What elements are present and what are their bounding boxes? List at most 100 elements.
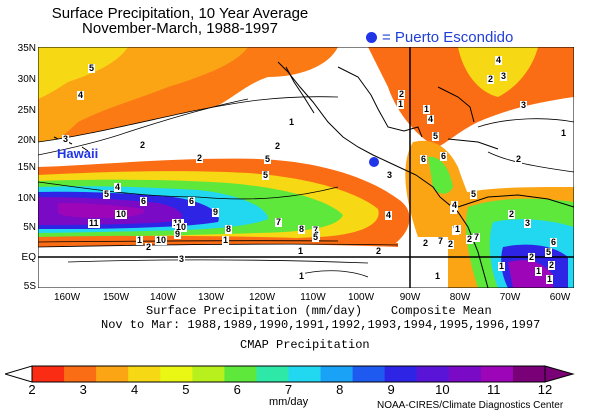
lon-label: 120W bbox=[248, 292, 276, 303]
caption-line2: Nov to Mar: 1988,1989,1990,1991,1992,199… bbox=[101, 318, 541, 332]
contour-value-label: 10 bbox=[155, 235, 168, 245]
contour-line bbox=[477, 118, 574, 128]
contour-value-label: 2 bbox=[447, 239, 455, 249]
colorbar-tick-label: 4 bbox=[130, 382, 139, 397]
contour-value-label: 4 bbox=[114, 182, 122, 192]
contour-value-label: 7 bbox=[437, 236, 445, 246]
coastline-mexico bbox=[277, 61, 441, 198]
colorbar-tick-label: 2 bbox=[28, 382, 36, 397]
contour-value-label: 2 bbox=[548, 260, 556, 270]
lat-label: 5N bbox=[23, 222, 36, 233]
caption-line1: Surface Precipitation (mm/day) Composite… bbox=[146, 304, 492, 318]
caption-line3: CMAP Precipitation bbox=[240, 338, 370, 352]
lon-label: 90W bbox=[399, 292, 421, 303]
contour-value-label: 3 bbox=[500, 71, 508, 81]
colorbar-tick-label: 3 bbox=[79, 382, 87, 397]
contour-value-label: 9 bbox=[212, 207, 220, 217]
contour-value-label: 4 bbox=[385, 210, 393, 220]
colorbar-swatch bbox=[320, 366, 354, 382]
contour-value-label: 1 bbox=[288, 117, 296, 127]
contour-value-label: 9 bbox=[174, 229, 182, 239]
colorbar-swatch bbox=[448, 366, 482, 382]
contour-value-label: 1 bbox=[535, 266, 543, 276]
contour-value-label: 3 bbox=[524, 218, 532, 228]
contour-value-label: 5 bbox=[103, 189, 111, 199]
dry-zone-caribbean bbox=[478, 118, 574, 172]
colorbar-swatch bbox=[480, 366, 514, 382]
colorbar-swatch bbox=[416, 366, 450, 382]
contour-value-label: 2 bbox=[487, 74, 495, 84]
contour-value-label: 1 bbox=[423, 104, 431, 114]
lat-label: 15N bbox=[17, 162, 36, 173]
hawaii-label: Hawaii bbox=[57, 146, 99, 161]
contour-value-label: 6 bbox=[188, 196, 196, 206]
contour-value-label: 5 bbox=[545, 247, 553, 257]
contour-value-label: 10 bbox=[175, 222, 188, 232]
colorbar-swatch bbox=[512, 366, 546, 382]
colorbar-units: mm/day bbox=[269, 396, 309, 408]
contour-value-label: 1 bbox=[546, 274, 554, 284]
contour-line bbox=[38, 181, 339, 200]
contour-value-label: 2 bbox=[196, 153, 204, 163]
coastline-south-america-north bbox=[457, 194, 574, 208]
contour-value-label: 2 bbox=[139, 140, 147, 150]
contour-value-label: 1 bbox=[136, 235, 144, 245]
contour-line bbox=[487, 151, 574, 173]
contour-value-label: 5 bbox=[264, 154, 272, 164]
precip-band-north-inner bbox=[38, 47, 248, 155]
lon-label: 110W bbox=[300, 292, 326, 303]
colorbar-frame bbox=[31, 365, 546, 383]
contour-value-label: 1 bbox=[434, 271, 442, 281]
coastline-florida bbox=[437, 86, 475, 123]
colorbar-swatch bbox=[128, 366, 161, 382]
contour-value-label: 1 bbox=[397, 99, 405, 109]
colorbar-tick-label: 11 bbox=[486, 382, 501, 397]
precip-central-america-inner bbox=[428, 156, 453, 194]
lat-label: 5S bbox=[23, 281, 36, 292]
colorbar-high-arrow bbox=[544, 365, 575, 383]
contour-value-label: 1 bbox=[298, 271, 306, 281]
contour-value-label: 3 bbox=[178, 254, 186, 264]
colorbar-swatch bbox=[160, 366, 193, 382]
lat-label: 25N bbox=[17, 105, 36, 116]
colorbar bbox=[5, 365, 575, 383]
colorbar-swatch bbox=[288, 366, 322, 382]
map-subtitle: November-March, 1988-1997 bbox=[82, 20, 278, 37]
contour-value-label: 3 bbox=[386, 170, 394, 180]
precip-atlantic-core bbox=[458, 47, 538, 97]
contour-value-label: 7 bbox=[275, 217, 283, 227]
colorbar-swatch bbox=[224, 366, 257, 382]
lat-label: 35N bbox=[17, 43, 36, 54]
dry-zone-equator bbox=[38, 244, 413, 288]
colorbar-swatch bbox=[352, 366, 386, 382]
lon-label: 130W bbox=[197, 292, 225, 303]
coastline-baja bbox=[285, 66, 315, 114]
contour-value-label: 1 bbox=[297, 246, 305, 256]
contour-value-label: 6 bbox=[550, 237, 558, 247]
contour-value-label: 2 bbox=[515, 154, 523, 164]
colorbar-tick-label: 8 bbox=[336, 382, 344, 397]
puerto-escondido-marker bbox=[369, 157, 379, 167]
colorbar-swatch bbox=[192, 366, 225, 382]
contour-value-label: 2 bbox=[508, 209, 516, 219]
contour-value-label: 6 bbox=[420, 154, 428, 164]
coastline-cuba bbox=[447, 138, 499, 150]
contour-line bbox=[67, 259, 369, 264]
colorbar-tick-label: 10 bbox=[435, 382, 450, 397]
contour-value-label: 8 bbox=[298, 224, 306, 234]
contour-value-label: 5 bbox=[88, 63, 96, 73]
colorbar-swatch bbox=[256, 366, 289, 382]
colorbar-tick-label: 6 bbox=[233, 382, 241, 397]
lat-label: 10N bbox=[17, 193, 36, 204]
lon-label: 160W bbox=[53, 292, 81, 303]
contour-line bbox=[38, 243, 399, 248]
contour-value-label: 2 bbox=[375, 246, 383, 256]
contour-value-label: 2 bbox=[528, 252, 536, 262]
contour-value-label: 10 bbox=[115, 209, 128, 219]
colorbar-swatch bbox=[96, 366, 129, 382]
contour-value-label: 1 bbox=[560, 128, 568, 138]
contour-value-label: 6 bbox=[140, 196, 148, 206]
lon-label: 70W bbox=[499, 292, 521, 303]
lon-label: 80W bbox=[449, 292, 471, 303]
